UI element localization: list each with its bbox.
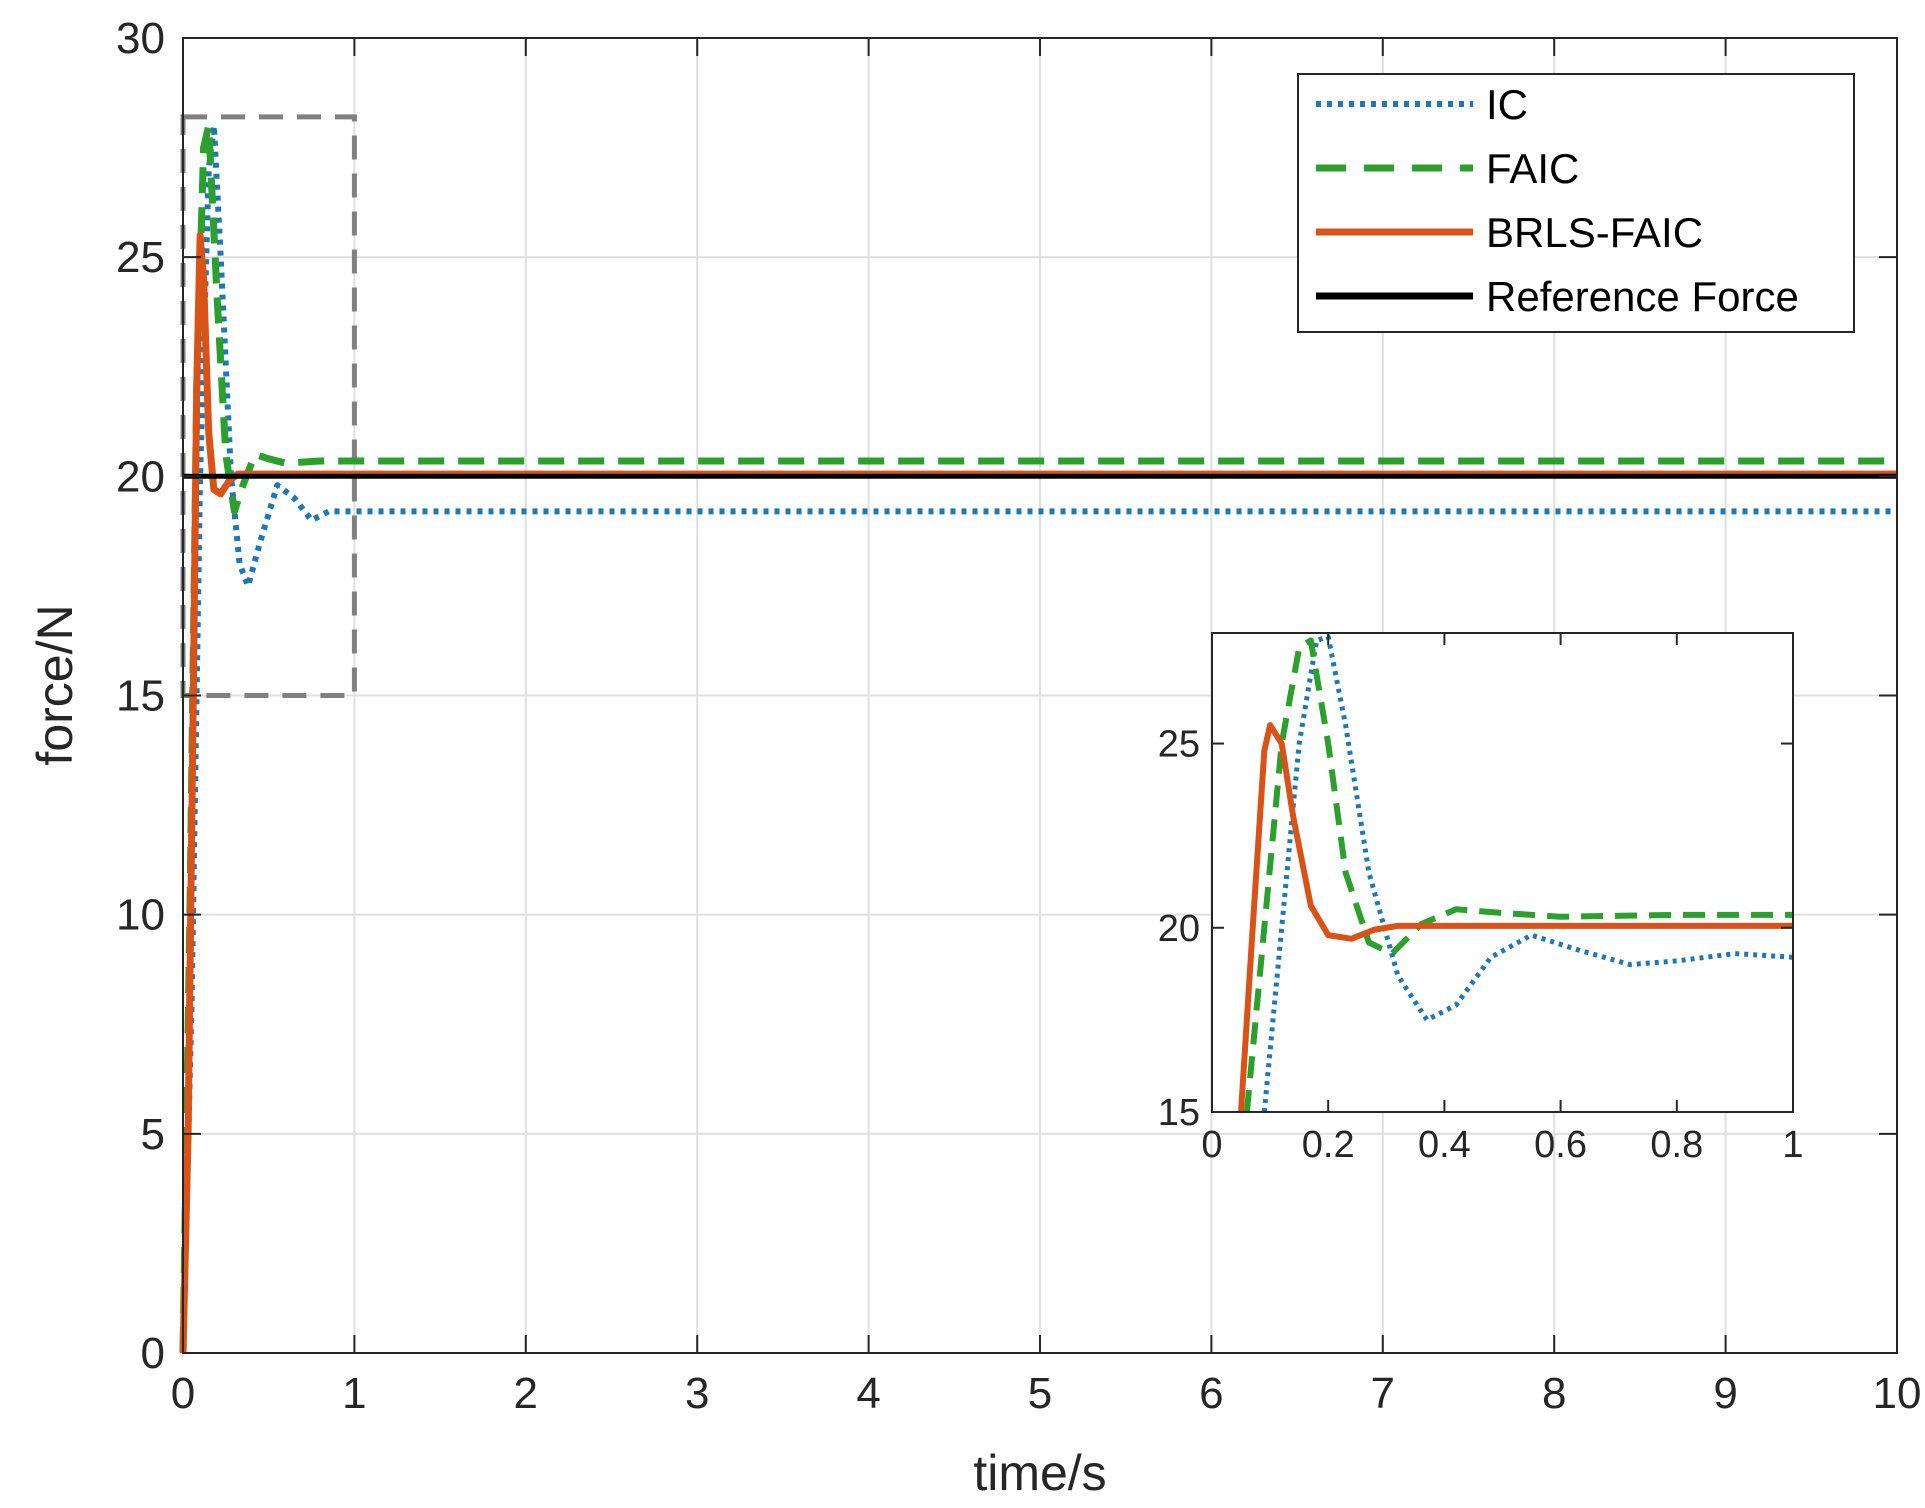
legend-label: Reference Force xyxy=(1486,273,1799,320)
inset-background xyxy=(1212,633,1793,1112)
y-tick-label: 25 xyxy=(116,233,165,282)
legend-box xyxy=(1297,73,1855,333)
inset-series-group xyxy=(1238,634,1793,1112)
inset-x-tick-label: 0.8 xyxy=(1650,1124,1703,1166)
inset-frame xyxy=(1211,632,1794,1113)
x-tick-label: 4 xyxy=(856,1369,880,1418)
x-tick-label: 6 xyxy=(1199,1369,1223,1418)
y-tick-label: 30 xyxy=(116,14,165,63)
y-tick-label: 0 xyxy=(141,1329,165,1378)
inset-y-tick-label: 15 xyxy=(1158,1092,1200,1134)
legend-label: IC xyxy=(1486,81,1528,128)
x-tick-label: 5 xyxy=(1028,1369,1052,1418)
legend: IC FAIC BRLS-FAIC Reference Force xyxy=(1297,73,1855,333)
x-tick-label: 9 xyxy=(1713,1369,1737,1418)
x-tick-label: 10 xyxy=(1873,1369,1922,1418)
inset-series-line-brls-faic xyxy=(1238,722,1793,1112)
inset-series-line-faic xyxy=(1243,637,1793,1112)
legend-label: FAIC xyxy=(1486,145,1579,192)
x-tick-label: 3 xyxy=(685,1369,709,1418)
x-tick-label: 7 xyxy=(1371,1369,1395,1418)
y-tick-label: 5 xyxy=(141,1110,165,1159)
y-axis-label: force/N xyxy=(27,604,83,765)
y-tick-label: 15 xyxy=(116,672,165,721)
inset-y-tick-label: 25 xyxy=(1158,724,1200,766)
x-tick-label: 0 xyxy=(171,1369,195,1418)
y-tick-label: 10 xyxy=(116,891,165,940)
zoom-region-box xyxy=(180,114,357,698)
inset-series-line-ic xyxy=(1261,634,1793,1112)
x-tick-label: 1 xyxy=(342,1369,366,1418)
x-tick-label: 8 xyxy=(1542,1369,1566,1418)
series-line-faic xyxy=(179,122,1897,1354)
y-tick-label: 20 xyxy=(116,452,165,501)
legend-label: BRLS-FAIC xyxy=(1486,209,1703,256)
x-axis-label: time/s xyxy=(973,1445,1106,1501)
inset-x-tick-label: 0.4 xyxy=(1418,1124,1471,1166)
inset-x-tick-label: 0 xyxy=(1201,1124,1222,1166)
inset-x-tick-label: 1 xyxy=(1782,1124,1803,1166)
x-tick-label: 2 xyxy=(514,1369,538,1418)
inset-x-tick-label: 0.6 xyxy=(1534,1124,1587,1166)
inset-x-tick-label: 0.2 xyxy=(1302,1124,1355,1166)
inset-plot: 0 0.2 0.4 0.6 0.8 1 15 20 25 xyxy=(1158,632,1804,1166)
inset-y-tick-label: 20 xyxy=(1158,908,1200,950)
